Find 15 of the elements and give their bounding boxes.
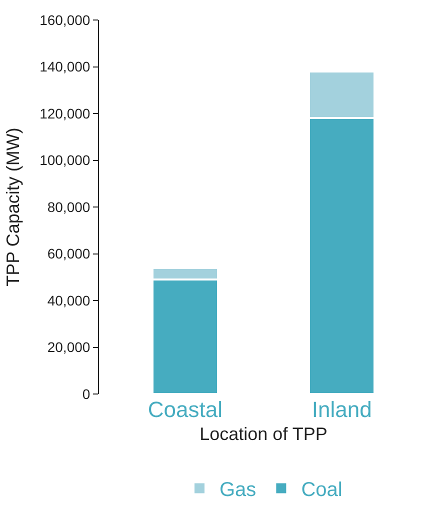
y-tick-label: 80,000 xyxy=(47,198,90,215)
y-tick-label: 40,000 xyxy=(47,292,90,308)
x-tick-label: Inland xyxy=(312,397,372,422)
y-tick-label: 140,000 xyxy=(40,58,90,75)
y-tick-label: 100,000 xyxy=(40,152,90,168)
y-tick-label: 120,000 xyxy=(40,105,90,122)
x-tick-label: Coastal xyxy=(148,397,222,422)
y-tick-label: 20,000 xyxy=(47,339,90,356)
y-tick-label: 60,000 xyxy=(47,246,90,262)
y-tick-label: 160,000 xyxy=(40,12,90,28)
y-axis-title: TPP Capacity (MW) xyxy=(2,128,23,286)
legend-label: Coal xyxy=(301,479,342,502)
y-tick-label: 0 xyxy=(82,386,90,402)
legend-label: Gas xyxy=(220,479,256,502)
x-axis-title: Location of TPP xyxy=(200,424,328,444)
